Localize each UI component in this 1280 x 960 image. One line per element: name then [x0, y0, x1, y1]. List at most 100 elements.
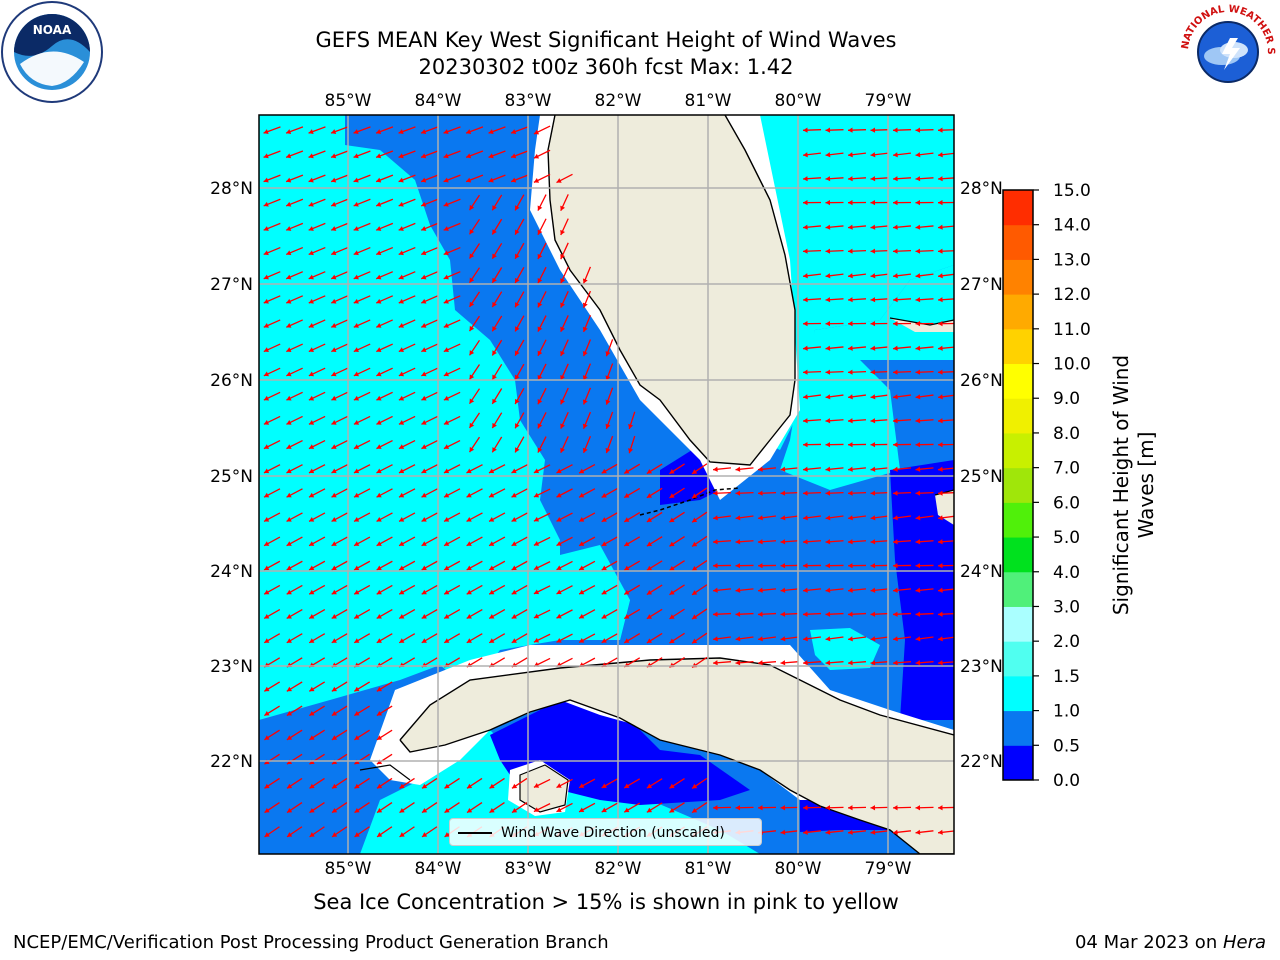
wave-direction-arrow [353, 488, 371, 498]
wave-direction-arrow [353, 512, 371, 522]
wave-direction-arrow [915, 515, 934, 521]
wave-direction-arrow [488, 633, 506, 644]
wave-direction-arrow [802, 200, 822, 206]
nws-logo-icon: NATIONAL WEATHER SERVICE [1176, 0, 1278, 102]
wave-direction-arrow [870, 466, 889, 472]
wave-direction-arrow [757, 563, 777, 569]
wave-direction-arrow [915, 394, 934, 400]
svg-text:NOAA: NOAA [33, 23, 72, 37]
wave-direction-arrow [802, 636, 822, 642]
wave-direction-arrow [443, 488, 461, 498]
wave-direction-arrow [353, 391, 371, 401]
wave-direction-arrow [825, 297, 844, 303]
wave-direction-arrow [560, 194, 569, 212]
wave-direction-arrow [308, 440, 326, 450]
wave-direction-arrow [264, 826, 280, 838]
wave-direction-arrow [491, 315, 503, 332]
wave-direction-arrow [399, 777, 415, 789]
wave-direction-arrow [331, 560, 348, 571]
wave-direction-arrow [870, 394, 889, 400]
wave-direction-arrow [802, 539, 822, 545]
wave-direction-arrow [892, 636, 912, 642]
wave-direction-arrow [488, 488, 506, 498]
wave-direction-arrow [623, 778, 641, 789]
wave-direction-arrow [443, 319, 461, 328]
wave-direction-arrow [308, 174, 326, 183]
wave-direction-arrow [605, 339, 614, 357]
wave-direction-arrow [892, 369, 912, 375]
wave-direction-arrow [825, 321, 844, 327]
wave-direction-arrow [601, 778, 618, 789]
wave-direction-arrow [263, 608, 281, 620]
legend-label: Wind Wave Direction (unscaled) [501, 825, 725, 841]
wave-direction-arrow [488, 150, 506, 159]
colorbar-segment [1003, 328, 1033, 365]
wave-direction-arrow [847, 587, 867, 593]
wave-direction-arrow [892, 200, 912, 206]
colorbar-tick-label: 4.0 [1053, 563, 1080, 583]
latitude-label-right: 28°N [960, 179, 1003, 199]
wave-direction-arrow [537, 436, 547, 453]
wave-direction-arrow [915, 611, 934, 617]
wave-direction-arrow [443, 367, 461, 377]
wave-direction-arrow [443, 391, 461, 401]
wave-direction-arrow [263, 271, 281, 280]
colorbar-tick-label: 1.5 [1053, 667, 1080, 687]
wave-direction-arrow [376, 826, 393, 838]
wave-direction-arrow [802, 297, 822, 303]
wave-direction-arrow [847, 321, 867, 327]
wave-direction-arrow [285, 271, 304, 280]
wave-direction-arrow [892, 176, 912, 182]
latitude-labels-right: 28°N 27°N 26°N 25°N 24°N 23°N 22°N [960, 179, 1003, 772]
wave-direction-arrow [398, 198, 416, 207]
cuba-land [400, 658, 954, 854]
wave-direction-arrow [802, 442, 822, 448]
wave-direction-arrow [915, 273, 934, 279]
wave-direction-arrow [560, 315, 569, 333]
wave-direction-arrow [376, 415, 393, 425]
wave-direction-arrow [870, 563, 889, 569]
wave-direction-arrow [556, 173, 573, 184]
wave-direction-arrow [847, 466, 867, 472]
wave-direction-arrow [353, 271, 371, 280]
wave-direction-arrow [443, 584, 461, 595]
wave-direction-arrow [308, 608, 326, 620]
wave-direction-arrow [491, 339, 503, 356]
wave-direction-arrow [331, 488, 348, 498]
wave-direction-arrow [421, 536, 438, 547]
wave-direction-arrow [263, 367, 281, 377]
wave-direction-arrow [892, 563, 912, 569]
wave-direction-arrow [468, 436, 481, 453]
wave-direction-arrow [420, 222, 439, 231]
wave-direction-arrow [263, 174, 281, 183]
wave-direction-arrow [646, 536, 663, 547]
wave-direction-arrow [533, 536, 551, 546]
wave-direction-arrow [870, 152, 889, 158]
wave-direction-arrow [491, 218, 503, 235]
wave-direction-arrow [466, 777, 483, 789]
wave-direction-arrow [468, 218, 481, 235]
wave-direction-arrow [825, 660, 844, 666]
wave-direction-arrow [669, 584, 685, 596]
wave-direction-arrow [286, 681, 303, 692]
wave-direction-arrow [308, 633, 326, 644]
wave-direction-arrow [491, 242, 503, 260]
colorbar-segment [1003, 259, 1033, 295]
wave-direction-arrow [669, 777, 685, 789]
wave-direction-arrow [491, 291, 503, 308]
wave-direction-arrow [691, 632, 708, 644]
wave-direction-arrow [308, 222, 326, 231]
wave-direction-arrow [669, 802, 685, 814]
wave-direction-arrow [825, 248, 844, 254]
wave-direction-arrow [330, 295, 349, 304]
wave-direction-arrow [443, 126, 461, 134]
wave-direction-arrow [286, 633, 303, 644]
wave-direction-arrow [376, 488, 393, 498]
wave-direction-arrow [514, 436, 525, 453]
wind-wave-arrows [263, 125, 954, 838]
wave-direction-arrow [757, 539, 777, 545]
wave-direction-arrow [421, 415, 438, 425]
wave-direction-arrow [892, 321, 912, 327]
wave-direction-arrow [870, 442, 889, 448]
wave-direction-arrow [331, 536, 348, 547]
